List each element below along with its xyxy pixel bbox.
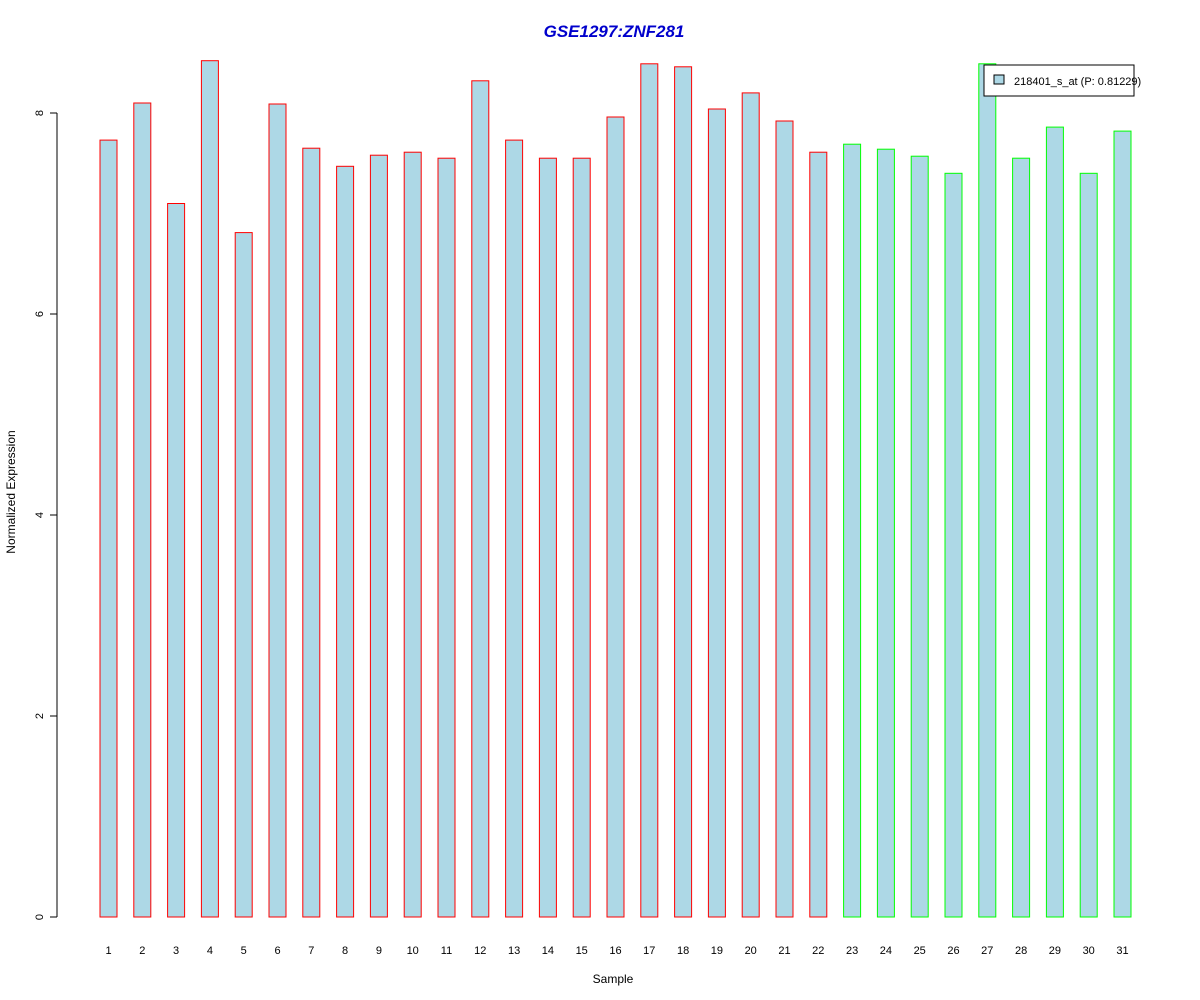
bar-sample-2 <box>133 102 152 918</box>
bar-sample-31 <box>1113 130 1132 918</box>
x-tick-label: 5 <box>241 945 247 957</box>
bar-sample-5 <box>234 232 253 918</box>
legend-label: 218401_s_at (P: 0.81229) <box>1014 76 1141 88</box>
y-tick-label: 0 <box>34 914 46 920</box>
x-tick-label: 25 <box>914 945 926 957</box>
bar-sample-28 <box>1012 157 1031 918</box>
x-tick-label: 12 <box>474 945 486 957</box>
x-tick-label: 30 <box>1083 945 1095 957</box>
x-tick-label: 14 <box>542 945 554 957</box>
bar-sample-25 <box>910 155 929 918</box>
y-tick-label: 4 <box>34 512 46 518</box>
x-tick-label: 21 <box>778 945 790 957</box>
x-tick-label: 24 <box>880 945 892 957</box>
x-tick-label: 11 <box>441 945 452 957</box>
x-tick-label: 4 <box>207 945 213 957</box>
x-tick-label: 6 <box>274 945 280 957</box>
bar-sample-19 <box>707 108 726 918</box>
bar-sample-24 <box>876 148 895 918</box>
legend: 218401_s_at (P: 0.81229) <box>983 64 1141 97</box>
bar-sample-9 <box>369 154 388 918</box>
x-tick-label: 8 <box>342 945 348 957</box>
bar-sample-30 <box>1079 172 1098 918</box>
y-axis-label: Normalized Expression <box>4 430 18 553</box>
x-tick-label: 27 <box>981 945 993 957</box>
bar-sample-17 <box>640 63 659 918</box>
y-tick-label: 2 <box>34 713 46 719</box>
y-tick-label: 8 <box>34 110 46 116</box>
x-tick-label: 10 <box>407 945 419 957</box>
y-tick-label: 6 <box>34 311 46 317</box>
bar-sample-26 <box>944 172 963 918</box>
bar-sample-18 <box>674 66 693 918</box>
x-tick-label: 18 <box>677 945 689 957</box>
bar-sample-12 <box>471 80 490 918</box>
x-tick-label: 7 <box>308 945 314 957</box>
bar-sample-22 <box>809 151 828 918</box>
bar-sample-15 <box>572 157 591 918</box>
bar-sample-20 <box>741 92 760 918</box>
x-tick-label: 26 <box>947 945 959 957</box>
bar-sample-10 <box>403 151 422 918</box>
bar-sample-14 <box>538 157 557 918</box>
x-tick-label: 17 <box>643 945 655 957</box>
x-tick-label: 28 <box>1015 945 1027 957</box>
x-tick-label: 13 <box>508 945 520 957</box>
x-tick-label: 23 <box>846 945 858 957</box>
x-tick-label: 20 <box>745 945 757 957</box>
bar-sample-3 <box>167 203 186 918</box>
bar-sample-27 <box>978 63 997 918</box>
bars <box>99 60 1132 918</box>
bar-sample-16 <box>606 116 625 918</box>
x-tick-label: 29 <box>1049 945 1061 957</box>
bar-sample-7 <box>302 147 321 918</box>
x-tick-label: 19 <box>711 945 723 957</box>
chart-title: GSE1297:ZNF281 <box>544 22 685 41</box>
bar-sample-11 <box>437 157 456 918</box>
x-tick-label: 2 <box>139 945 145 957</box>
bar-sample-4 <box>200 60 219 918</box>
x-tick-label: 22 <box>812 945 824 957</box>
legend-box <box>983 64 1135 97</box>
legend-swatch <box>993 74 1005 85</box>
x-axis-label: Sample <box>593 972 634 986</box>
y-axis: 0 2 4 6 8 <box>34 110 58 920</box>
bar-sample-8 <box>336 165 355 918</box>
x-tick-label: 3 <box>173 945 179 957</box>
x-axis: 1 2 3 4 5 6 7 8 9 10 11 12 13 14 15 16 17 18 19 20 21 22 23 24 2… <box>105 945 1128 957</box>
bar-sample-6 <box>268 103 287 918</box>
x-tick-label: 16 <box>609 945 621 957</box>
bar-sample-21 <box>775 120 794 918</box>
bar-sample-13 <box>505 139 524 918</box>
x-tick-label: 1 <box>105 945 111 957</box>
bar-sample-29 <box>1045 126 1064 918</box>
bar-sample-1 <box>99 139 118 918</box>
x-tick-label: 31 <box>1116 945 1128 957</box>
x-tick-label: 9 <box>376 945 382 957</box>
bar-sample-23 <box>843 143 862 918</box>
x-tick-label: 15 <box>576 945 588 957</box>
